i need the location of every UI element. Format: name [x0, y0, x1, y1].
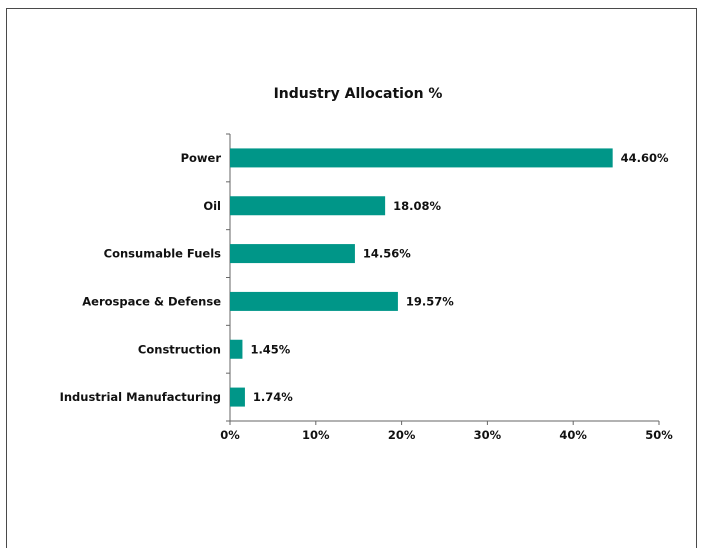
bar — [230, 291, 398, 311]
category-labels: Power Oil Consumable Fuels Aerospace & Defe… — [60, 151, 222, 404]
x-tick-label: 30% — [474, 428, 502, 442]
bar — [230, 387, 245, 407]
category-label: Consumable Fuels — [104, 247, 221, 261]
x-tick-label: 40% — [559, 428, 587, 442]
x-tick-label: 50% — [645, 428, 673, 442]
data-label: 44.60% — [621, 151, 669, 165]
category-label: Oil — [203, 199, 221, 213]
x-tick-label: 0% — [220, 428, 240, 442]
bar — [230, 244, 355, 264]
bar — [230, 196, 386, 216]
x-tick-label: 10% — [302, 428, 330, 442]
x-tick-labels: 0% 10% 20% 30% 40% 50% — [220, 428, 673, 442]
y-axis — [226, 133, 231, 422]
data-label: 1.45% — [250, 342, 290, 356]
chart-title: Industry Allocation % — [274, 86, 443, 102]
data-label: 14.56% — [363, 247, 411, 261]
bars — [230, 148, 613, 407]
category-label: Aerospace & Defense — [82, 294, 221, 308]
category-label: Construction — [138, 342, 221, 356]
chart-frame — [6, 8, 697, 548]
data-label: 19.57% — [406, 294, 454, 308]
category-label: Power — [181, 151, 222, 165]
data-label: 18.08% — [393, 199, 441, 213]
x-tick-label: 20% — [388, 428, 416, 442]
bar — [230, 148, 613, 168]
x-axis — [229, 420, 660, 425]
category-label: Industrial Manufacturing — [60, 390, 221, 404]
data-label: 1.74% — [253, 390, 293, 404]
value-labels: 44.60% 18.08% 14.56% 19.57% 1.45% 1.74% — [250, 151, 669, 404]
bar — [230, 339, 243, 359]
